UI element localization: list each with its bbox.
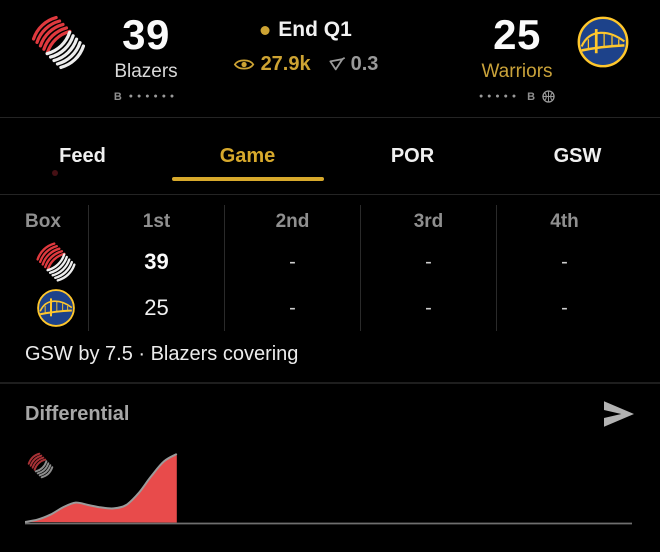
- tab-gsw[interactable]: GSW: [495, 118, 660, 194]
- away-team-block: 39 Blazers B ●●●●●●: [30, 12, 192, 103]
- warriors-logo: [37, 289, 75, 327]
- warriors-q2-score: -: [224, 285, 360, 331]
- differential-section: Differential: [0, 382, 660, 530]
- home-score: 25: [493, 11, 541, 58]
- period-status-label: End Q1: [278, 18, 352, 41]
- home-timeout-dots: ●●●●●: [478, 93, 521, 100]
- basketball-icon: [542, 90, 555, 103]
- tab-feed[interactable]: Feed: [0, 118, 165, 194]
- pennant-flag-icon: [329, 57, 346, 71]
- home-team-block: 25 Warriors ●●●●● B: [471, 12, 630, 103]
- game-header: 39 Blazers B ●●●●●● End Q1 27.9k 0.3: [0, 0, 660, 118]
- blazers-q1-score: 39: [88, 239, 224, 285]
- box-score-row-warriors: 25 - - -: [0, 285, 660, 331]
- differential-chart: [25, 444, 632, 530]
- feed-notification-dot: [52, 170, 58, 176]
- viewers-count: 27.9k: [260, 53, 311, 75]
- betting-spread-note: GSW by 7.5 · Blazers covering: [25, 343, 299, 365]
- blazers-q4-score: -: [496, 239, 632, 285]
- away-bonus-badge: B: [113, 90, 122, 103]
- col-header-4th: 4th: [496, 205, 632, 239]
- eye-icon: [233, 59, 255, 70]
- trail-blazers-logo: [36, 242, 76, 282]
- away-team-name: Blazers: [114, 61, 178, 82]
- box-score-table: Box 1st 2nd 3rd 4th: [0, 195, 660, 331]
- trail-blazers-logo: [31, 15, 86, 70]
- period-status-dot: [260, 25, 270, 35]
- game-status-block: End Q1 27.9k 0.3: [233, 18, 379, 76]
- tab-game-label: Game: [219, 144, 276, 167]
- away-indicators: B ●●●●●●: [114, 90, 178, 103]
- col-header-box: Box: [25, 211, 61, 232]
- delay-value: 0.3: [350, 53, 379, 75]
- warriors-q3-score: -: [360, 285, 496, 331]
- col-header-3rd: 3rd: [360, 205, 496, 239]
- trail-blazers-logo-watermark: [27, 452, 54, 479]
- box-score-header-row: Box 1st 2nd 3rd 4th: [0, 205, 660, 239]
- tab-feed-label: Feed: [59, 144, 106, 167]
- home-bonus-badge: B: [527, 90, 536, 103]
- share-button[interactable]: [600, 398, 638, 430]
- tab-game[interactable]: Game: [165, 118, 330, 194]
- away-timeout-dots: ●●●●●●: [128, 93, 179, 100]
- warriors-q1-score: 25: [88, 285, 224, 331]
- away-score: 39: [122, 11, 170, 58]
- home-team-name: Warriors: [481, 61, 553, 82]
- tab-bar: Feed Game POR GSW: [0, 118, 660, 195]
- box-score-row-blazers: 39 - - -: [0, 239, 660, 285]
- differential-chart-svg: [25, 453, 632, 525]
- blazers-q2-score: -: [224, 239, 360, 285]
- warriors-logo: [577, 16, 629, 68]
- send-icon: [604, 401, 634, 427]
- active-tab-underline: [171, 177, 324, 181]
- tab-por-label: POR: [390, 144, 435, 167]
- tab-gsw-label: GSW: [553, 144, 602, 167]
- differential-title: Differential: [25, 402, 130, 425]
- home-indicators: ●●●●● B: [479, 90, 555, 103]
- col-header-2nd: 2nd: [224, 205, 360, 239]
- blazers-q3-score: -: [360, 239, 496, 285]
- tab-por[interactable]: POR: [330, 118, 495, 194]
- col-header-1st: 1st: [88, 205, 224, 239]
- warriors-q4-score: -: [496, 285, 632, 331]
